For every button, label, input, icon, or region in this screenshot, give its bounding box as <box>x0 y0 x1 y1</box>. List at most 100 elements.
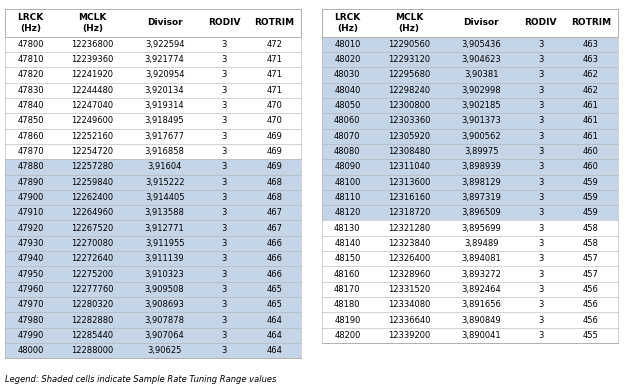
Text: 48140: 48140 <box>334 239 361 248</box>
Text: 12247040: 12247040 <box>71 101 113 110</box>
Bar <box>322 9 618 37</box>
Text: 12321280: 12321280 <box>388 224 430 233</box>
Text: 466: 466 <box>266 254 282 263</box>
Text: 12275200: 12275200 <box>71 270 113 279</box>
Bar <box>322 98 618 113</box>
Text: 3,900562: 3,900562 <box>461 132 501 141</box>
Text: 464: 464 <box>266 331 282 340</box>
Bar <box>5 328 301 343</box>
Text: 457: 457 <box>583 254 599 263</box>
Text: 12303360: 12303360 <box>388 116 430 125</box>
Text: 48130: 48130 <box>334 224 361 233</box>
Text: 12236800: 12236800 <box>71 40 113 49</box>
Text: 468: 468 <box>266 193 282 202</box>
Text: 3: 3 <box>538 101 544 110</box>
Bar <box>322 312 618 328</box>
Text: 12267520: 12267520 <box>71 224 113 233</box>
Text: 458: 458 <box>583 224 599 233</box>
Text: 12262400: 12262400 <box>71 193 113 202</box>
Text: 459: 459 <box>583 178 599 187</box>
Text: 3,90625: 3,90625 <box>147 346 182 355</box>
Text: 48030: 48030 <box>334 70 361 79</box>
Text: 12311040: 12311040 <box>388 162 430 171</box>
Text: 3,914405: 3,914405 <box>145 193 184 202</box>
Text: 3: 3 <box>538 239 544 248</box>
Bar <box>5 98 301 113</box>
Text: 3,922594: 3,922594 <box>145 40 184 49</box>
Text: 48050: 48050 <box>334 101 361 110</box>
Text: 3: 3 <box>221 55 227 64</box>
Bar <box>322 175 618 190</box>
Text: 3,911955: 3,911955 <box>145 239 184 248</box>
Text: 3: 3 <box>221 70 227 79</box>
Text: LRCK
(Hz): LRCK (Hz) <box>18 12 44 33</box>
Text: 3,895699: 3,895699 <box>461 224 501 233</box>
Text: 3,913588: 3,913588 <box>145 209 184 217</box>
Text: 47990: 47990 <box>18 331 44 340</box>
Text: 470: 470 <box>266 101 282 110</box>
Text: 470: 470 <box>266 116 282 125</box>
Text: 3,907878: 3,907878 <box>145 315 184 324</box>
Text: 455: 455 <box>583 331 599 340</box>
Text: 3,920954: 3,920954 <box>145 70 184 79</box>
Text: Divisor: Divisor <box>463 18 499 27</box>
Text: 456: 456 <box>583 315 599 324</box>
Text: 48040: 48040 <box>334 86 361 95</box>
Text: 3,916858: 3,916858 <box>145 147 184 156</box>
Bar <box>5 251 301 266</box>
Text: 3,902998: 3,902998 <box>461 86 501 95</box>
Text: 3: 3 <box>538 162 544 171</box>
Text: 462: 462 <box>583 70 599 79</box>
Text: 48060: 48060 <box>334 116 361 125</box>
Bar <box>5 128 301 144</box>
Text: 465: 465 <box>266 285 282 294</box>
Text: 3,919314: 3,919314 <box>145 101 184 110</box>
Text: 48120: 48120 <box>334 209 361 217</box>
Text: 3: 3 <box>221 285 227 294</box>
Text: 3: 3 <box>221 147 227 156</box>
Bar <box>322 113 618 128</box>
Text: 466: 466 <box>266 270 282 279</box>
Text: 3,917677: 3,917677 <box>145 132 184 141</box>
Bar <box>5 82 301 98</box>
Bar <box>322 236 618 251</box>
Text: 12305920: 12305920 <box>388 132 430 141</box>
Bar <box>5 312 301 328</box>
Text: 47800: 47800 <box>18 40 44 49</box>
Text: 48090: 48090 <box>334 162 361 171</box>
Text: 3: 3 <box>221 40 227 49</box>
Text: 48150: 48150 <box>334 254 361 263</box>
Text: 456: 456 <box>583 285 599 294</box>
Text: 48190: 48190 <box>334 315 361 324</box>
Text: 12331520: 12331520 <box>388 285 430 294</box>
Text: 465: 465 <box>266 300 282 309</box>
Text: ROTRIM: ROTRIM <box>255 18 294 27</box>
Text: 462: 462 <box>583 86 599 95</box>
Bar <box>322 37 618 52</box>
Text: 48160: 48160 <box>334 270 361 279</box>
Text: 12295680: 12295680 <box>388 70 430 79</box>
Text: 459: 459 <box>583 193 599 202</box>
Bar <box>5 67 301 82</box>
Text: 12316160: 12316160 <box>388 193 430 202</box>
Text: 48080: 48080 <box>334 147 361 156</box>
Text: 12328960: 12328960 <box>388 270 430 279</box>
Text: 469: 469 <box>266 132 282 141</box>
Text: 48180: 48180 <box>334 300 361 309</box>
Text: 3,90381: 3,90381 <box>464 70 498 79</box>
Text: 3: 3 <box>538 315 544 324</box>
Text: 12272640: 12272640 <box>71 254 113 263</box>
Text: 47870: 47870 <box>18 147 44 156</box>
Text: 3,915222: 3,915222 <box>145 178 184 187</box>
Text: 3: 3 <box>538 147 544 156</box>
Text: 3,905436: 3,905436 <box>461 40 501 49</box>
Text: 12244480: 12244480 <box>71 86 113 95</box>
Text: Divisor: Divisor <box>147 18 182 27</box>
Bar <box>5 282 301 297</box>
Text: 12264960: 12264960 <box>71 209 113 217</box>
Text: 47950: 47950 <box>18 270 44 279</box>
Text: 3,904623: 3,904623 <box>461 55 501 64</box>
Text: 3,911139: 3,911139 <box>145 254 184 263</box>
Text: 3,892464: 3,892464 <box>461 285 501 294</box>
Text: 469: 469 <box>266 162 282 171</box>
